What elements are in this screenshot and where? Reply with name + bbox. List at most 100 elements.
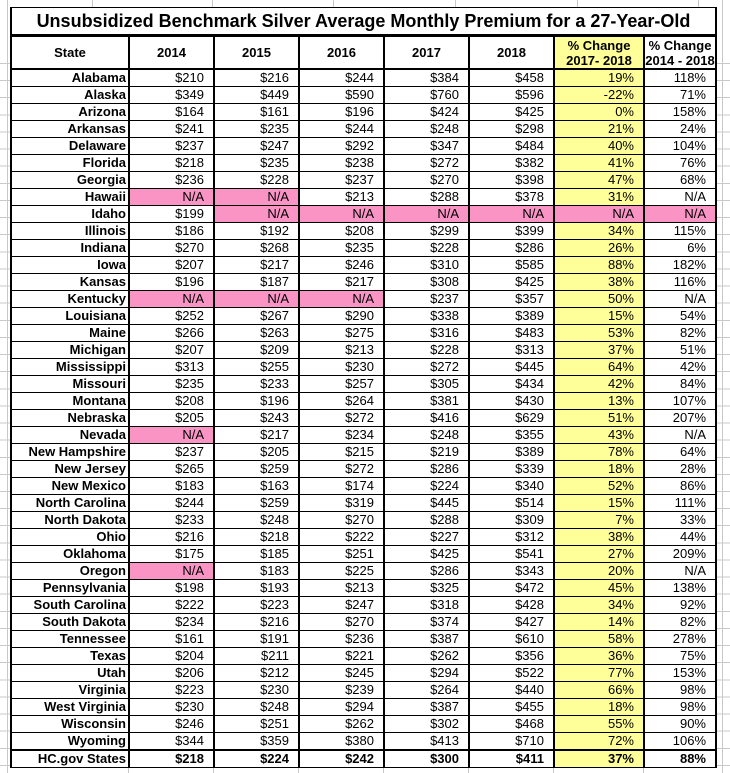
pct-change-2017-2018-cell[interactable]: 38% bbox=[553, 273, 645, 291]
state-cell[interactable]: Mississippi bbox=[10, 358, 130, 376]
premium-cell[interactable]: $244 bbox=[298, 120, 385, 138]
premium-cell[interactable]: $248 bbox=[213, 698, 300, 716]
pct-change-2017-2018-cell[interactable]: 40% bbox=[553, 137, 645, 155]
premium-cell[interactable]: $227 bbox=[383, 528, 470, 546]
state-cell[interactable]: Oklahoma bbox=[10, 545, 130, 563]
premium-cell[interactable]: $272 bbox=[298, 409, 385, 427]
pct-change-2017-2018-cell[interactable]: 72% bbox=[553, 732, 645, 751]
pct-change-2014-2018-cell[interactable]: 90% bbox=[643, 715, 717, 733]
pct-change-2017-2018-cell[interactable]: 34% bbox=[553, 596, 645, 614]
column-header-state[interactable]: State bbox=[10, 35, 130, 70]
premium-cell[interactable]: N/A bbox=[213, 205, 300, 223]
premium-cell[interactable]: $183 bbox=[213, 562, 300, 580]
pct-change-2017-2018-cell[interactable]: 15% bbox=[553, 307, 645, 325]
premium-cell[interactable]: $339 bbox=[468, 460, 555, 478]
premium-cell[interactable]: $247 bbox=[213, 137, 300, 155]
premium-cell[interactable]: $325 bbox=[383, 579, 470, 597]
premium-cell[interactable]: $199 bbox=[128, 205, 215, 223]
state-cell[interactable]: Missouri bbox=[10, 375, 130, 393]
pct-change-2017-2018-cell[interactable]: 66% bbox=[553, 681, 645, 699]
premium-cell[interactable]: $302 bbox=[383, 715, 470, 733]
premium-cell[interactable]: $387 bbox=[383, 630, 470, 648]
premium-cell[interactable]: $294 bbox=[298, 698, 385, 716]
state-cell[interactable]: Kansas bbox=[10, 273, 130, 291]
premium-cell[interactable]: $242 bbox=[298, 749, 385, 768]
pct-change-2017-2018-cell[interactable]: 51% bbox=[553, 409, 645, 427]
premium-cell[interactable]: $382 bbox=[468, 154, 555, 172]
pct-change-2017-2018-cell[interactable]: 27% bbox=[553, 545, 645, 563]
pct-change-2014-2018-cell[interactable]: 158% bbox=[643, 103, 717, 121]
premium-cell[interactable]: $425 bbox=[383, 545, 470, 563]
pct-change-2014-2018-cell[interactable]: 104% bbox=[643, 137, 717, 155]
state-cell[interactable]: Alabama bbox=[10, 68, 130, 87]
pct-change-2017-2018-cell[interactable]: N/A bbox=[553, 205, 645, 223]
pct-change-2014-2018-cell[interactable]: N/A bbox=[643, 205, 717, 223]
column-header-pct-change-2017-2018[interactable]: % Change 2017- 2018 bbox=[553, 35, 645, 70]
premium-cell[interactable]: $222 bbox=[298, 528, 385, 546]
premium-cell[interactable]: N/A bbox=[383, 205, 470, 223]
premium-cell[interactable]: $244 bbox=[298, 68, 385, 87]
premium-cell[interactable]: $264 bbox=[298, 392, 385, 410]
state-cell[interactable]: Ohio bbox=[10, 528, 130, 546]
pct-change-2014-2018-cell[interactable]: 88% bbox=[643, 749, 717, 768]
premium-cell[interactable]: $259 bbox=[213, 460, 300, 478]
premium-cell[interactable]: $244 bbox=[128, 494, 215, 512]
premium-cell[interactable]: $298 bbox=[468, 120, 555, 138]
pct-change-2014-2018-cell[interactable]: 138% bbox=[643, 579, 717, 597]
premium-cell[interactable]: $164 bbox=[128, 103, 215, 121]
pct-change-2017-2018-cell[interactable]: 7% bbox=[553, 511, 645, 529]
premium-cell[interactable]: $224 bbox=[383, 477, 470, 495]
pct-change-2017-2018-cell[interactable]: 55% bbox=[553, 715, 645, 733]
premium-cell[interactable]: $445 bbox=[383, 494, 470, 512]
state-cell[interactable]: Arkansas bbox=[10, 120, 130, 138]
premium-cell[interactable]: $218 bbox=[128, 154, 215, 172]
premium-cell[interactable]: $590 bbox=[298, 86, 385, 104]
state-cell[interactable]: Virginia bbox=[10, 681, 130, 699]
pct-change-2014-2018-cell[interactable]: 182% bbox=[643, 256, 717, 274]
premium-cell[interactable]: $472 bbox=[468, 579, 555, 597]
premium-cell[interactable]: $205 bbox=[213, 443, 300, 461]
premium-cell[interactable]: $213 bbox=[298, 579, 385, 597]
column-header-2017[interactable]: 2017 bbox=[383, 35, 470, 70]
premium-cell[interactable]: $305 bbox=[383, 375, 470, 393]
premium-cell[interactable]: $455 bbox=[468, 698, 555, 716]
pct-change-2017-2018-cell[interactable]: 18% bbox=[553, 698, 645, 716]
pct-change-2017-2018-cell[interactable]: 38% bbox=[553, 528, 645, 546]
premium-cell[interactable]: $217 bbox=[298, 273, 385, 291]
state-cell[interactable]: Pennsylvania bbox=[10, 579, 130, 597]
premium-cell[interactable]: $262 bbox=[383, 647, 470, 665]
state-cell[interactable]: Kentucky bbox=[10, 290, 130, 308]
premium-cell[interactable]: $270 bbox=[298, 613, 385, 631]
state-cell[interactable]: Texas bbox=[10, 647, 130, 665]
premium-cell[interactable]: $225 bbox=[298, 562, 385, 580]
pct-change-2017-2018-cell[interactable]: 53% bbox=[553, 324, 645, 342]
premium-cell[interactable]: $208 bbox=[298, 222, 385, 240]
premium-cell[interactable]: $248 bbox=[383, 426, 470, 444]
premium-cell[interactable]: $458 bbox=[468, 68, 555, 87]
premium-cell[interactable]: $213 bbox=[298, 188, 385, 206]
premium-cell[interactable]: $413 bbox=[383, 732, 470, 751]
pct-change-2014-2018-cell[interactable]: 6% bbox=[643, 239, 717, 257]
pct-change-2014-2018-cell[interactable]: N/A bbox=[643, 188, 717, 206]
premium-cell[interactable]: $161 bbox=[128, 630, 215, 648]
premium-cell[interactable]: $233 bbox=[128, 511, 215, 529]
premium-cell[interactable]: $288 bbox=[383, 511, 470, 529]
premium-cell[interactable]: $236 bbox=[298, 630, 385, 648]
premium-cell[interactable]: $270 bbox=[128, 239, 215, 257]
pct-change-2017-2018-cell[interactable]: 21% bbox=[553, 120, 645, 138]
state-cell[interactable]: Iowa bbox=[10, 256, 130, 274]
premium-cell[interactable]: $235 bbox=[298, 239, 385, 257]
pct-change-2014-2018-cell[interactable]: 84% bbox=[643, 375, 717, 393]
state-cell[interactable]: South Carolina bbox=[10, 596, 130, 614]
premium-cell[interactable]: $357 bbox=[468, 290, 555, 308]
column-header-2014[interactable]: 2014 bbox=[128, 35, 215, 70]
premium-cell[interactable]: $483 bbox=[468, 324, 555, 342]
premium-cell[interactable]: $246 bbox=[128, 715, 215, 733]
premium-cell[interactable]: $349 bbox=[128, 86, 215, 104]
state-cell[interactable]: Wyoming bbox=[10, 732, 130, 751]
pct-change-2017-2018-cell[interactable]: 45% bbox=[553, 579, 645, 597]
premium-cell[interactable]: $218 bbox=[128, 749, 215, 768]
premium-cell[interactable]: $237 bbox=[298, 171, 385, 189]
premium-cell[interactable]: $245 bbox=[298, 664, 385, 682]
premium-cell[interactable]: $215 bbox=[298, 443, 385, 461]
